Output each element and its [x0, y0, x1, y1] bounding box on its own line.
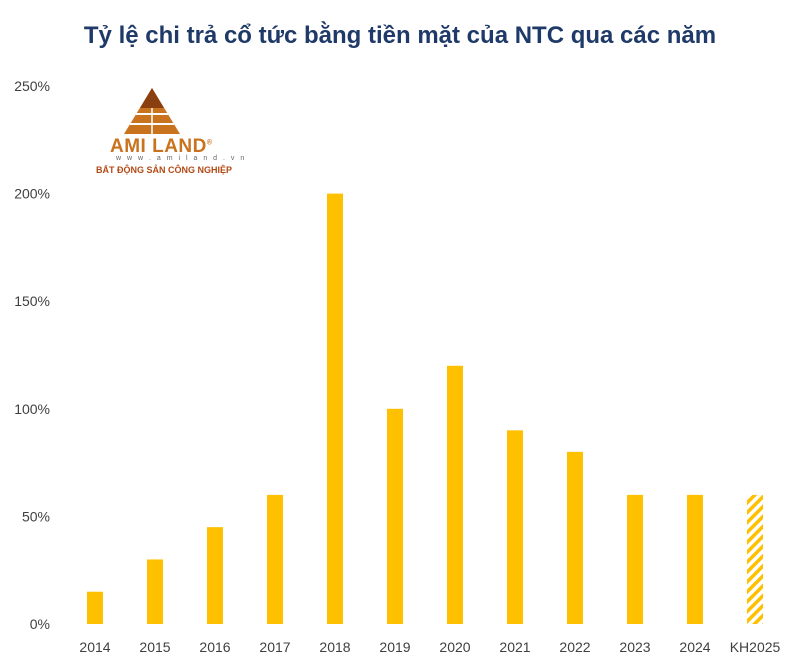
- x-tick-label: 2016: [199, 639, 230, 655]
- logo-url: w w w . a m i l a n d . v n: [116, 155, 247, 162]
- x-tick-label: 2023: [619, 639, 650, 655]
- bar: [687, 494, 703, 624]
- x-tick-label: 2022: [559, 639, 590, 655]
- y-axis: 0% 50% 100% 150% 200% 250%: [14, 78, 50, 632]
- bars-group: [87, 193, 763, 624]
- bar: [507, 430, 523, 624]
- x-axis: 2014 2015 2016 2017 2018 2019 2020 2021 2022 2023…: [79, 639, 780, 655]
- bar: [387, 408, 403, 624]
- x-tick-label: 2017: [259, 639, 290, 655]
- bar: [627, 494, 643, 624]
- bar: [567, 451, 583, 624]
- y-tick-label: 250%: [14, 78, 50, 94]
- x-tick-label: 2014: [79, 639, 110, 655]
- y-tick-label: 150%: [14, 293, 50, 309]
- x-tick-label: 2020: [439, 639, 470, 655]
- bar: [327, 193, 343, 624]
- pyramid-logo-icon: [124, 88, 180, 134]
- y-tick-label: 0%: [30, 616, 50, 632]
- x-tick-label: 2024: [679, 639, 710, 655]
- amiland-logo: AMI LAND® w w w . a m i l a n d . v n BẤ…: [96, 86, 246, 186]
- chart-title: Tỷ lệ chi trả cổ tức bằng tiền mặt của N…: [83, 22, 717, 49]
- bar-forecast: [747, 494, 763, 624]
- bar: [87, 591, 103, 624]
- x-tick-label: 2019: [379, 639, 410, 655]
- logo-tagline: BẤT ĐỘNG SẢN CÔNG NGHIỆP: [96, 165, 233, 175]
- bar: [147, 559, 163, 624]
- x-tick-label: 2015: [139, 639, 170, 655]
- bar: [267, 494, 283, 624]
- y-tick-label: 50%: [22, 508, 50, 524]
- x-tick-label: 2018: [319, 639, 350, 655]
- bar: [207, 527, 223, 624]
- bar: [447, 365, 463, 624]
- y-tick-label: 200%: [14, 186, 50, 202]
- y-tick-label: 100%: [14, 401, 50, 417]
- logo-name: AMI LAND®: [110, 136, 213, 157]
- x-tick-label: KH2025: [730, 639, 781, 655]
- x-tick-label: 2021: [499, 639, 530, 655]
